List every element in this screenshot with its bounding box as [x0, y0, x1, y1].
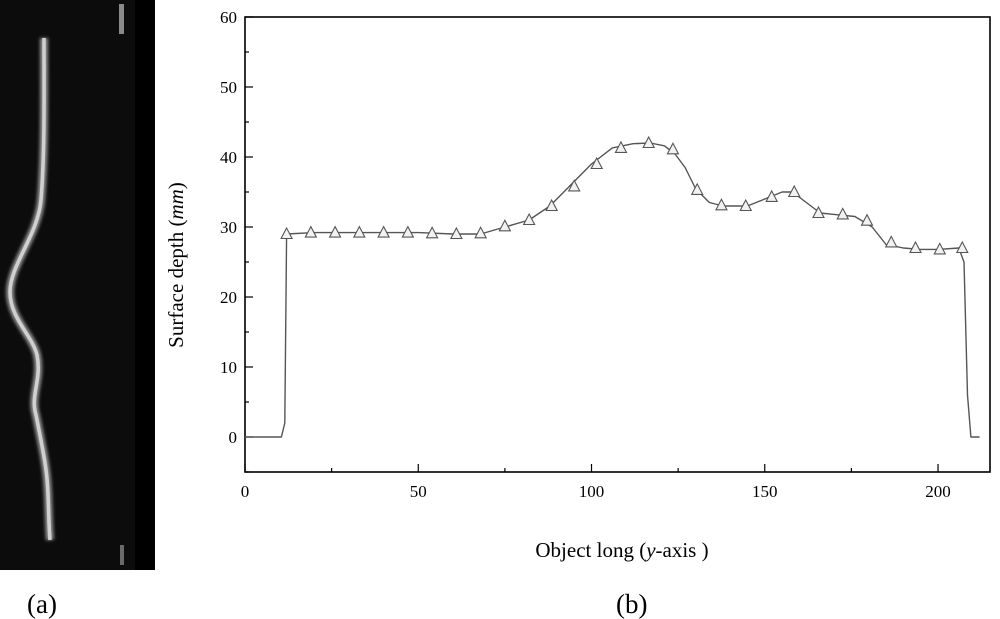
panel-b-label: (b) — [616, 589, 648, 619]
x-tick-label: 200 — [925, 482, 951, 501]
data-point-marker — [328, 225, 342, 238]
data-point-marker — [545, 198, 559, 212]
data-point-marker — [715, 198, 728, 211]
series-line — [245, 142, 980, 438]
data-point-marker — [787, 184, 801, 198]
x-tick-label: 50 — [410, 482, 427, 501]
data-point-marker — [474, 226, 488, 239]
series-layer — [245, 135, 980, 438]
y-tick-label: 40 — [220, 148, 237, 167]
data-point-marker — [614, 140, 628, 153]
data-point-marker — [739, 198, 753, 212]
data-point-marker — [567, 179, 581, 192]
y-tick-label: 10 — [220, 358, 237, 377]
data-point-marker — [304, 225, 318, 238]
x-tick-label: 100 — [579, 482, 605, 501]
image-edge-mark-top — [119, 4, 124, 34]
filament-image — [5, 0, 155, 570]
data-point-marker — [884, 235, 898, 248]
y-tick-label: 0 — [229, 428, 238, 447]
x-axis-label-part-2: y — [644, 538, 656, 562]
data-point-marker — [425, 226, 439, 239]
y-axis-label: Surface depth (mm) — [164, 182, 188, 348]
data-point-marker — [933, 242, 947, 255]
y-axis-label-part-1: Surface depth ( — [164, 220, 188, 348]
data-point-marker — [590, 156, 604, 170]
y-tick-label: 30 — [220, 218, 237, 237]
data-point-marker — [449, 226, 463, 240]
y-axis-label-part-3: ) — [164, 182, 188, 189]
image-border-strip — [135, 0, 155, 570]
data-point-marker — [836, 207, 850, 220]
x-axis-label-part-3: -axis ) — [656, 538, 709, 562]
data-point-marker — [909, 240, 922, 254]
data-point-marker — [642, 135, 656, 149]
panel-a-label: (a) — [27, 589, 57, 619]
data-point-marker — [352, 225, 366, 238]
filament-core — [8, 37, 52, 541]
data-point-marker — [860, 213, 874, 226]
y-axis-ticks: 0 10 20 30 40 50 60 — [220, 8, 253, 473]
data-point-marker — [955, 240, 969, 254]
x-axis-label-part-1: Object long ( — [535, 538, 646, 562]
data-point-marker — [280, 226, 293, 240]
y-tick-label: 20 — [220, 288, 237, 307]
y-tick-label: 50 — [220, 78, 237, 97]
x-tick-label: 0 — [241, 482, 250, 501]
x-tick-label: 150 — [752, 482, 778, 501]
y-tick-label: 60 — [220, 8, 237, 27]
image-edge-mark-bottom — [120, 545, 124, 565]
data-point-marker — [666, 142, 680, 155]
data-point-marker — [812, 205, 825, 219]
data-point-marker — [377, 225, 391, 238]
data-point-marker — [765, 189, 779, 202]
data-point-marker — [498, 219, 512, 232]
plot-frame — [244, 16, 991, 473]
x-axis-label: Object long (y-axis ) — [535, 538, 708, 562]
data-point-marker — [690, 182, 704, 195]
data-point-marker — [401, 225, 415, 238]
data-point-marker — [522, 212, 536, 226]
x-axis-ticks: 0 50 100 150 200 — [241, 464, 951, 501]
plot-border — [244, 16, 991, 473]
microscope-image-panel-a — [0, 0, 155, 570]
y-axis-label-part-2: mm — [164, 189, 188, 219]
